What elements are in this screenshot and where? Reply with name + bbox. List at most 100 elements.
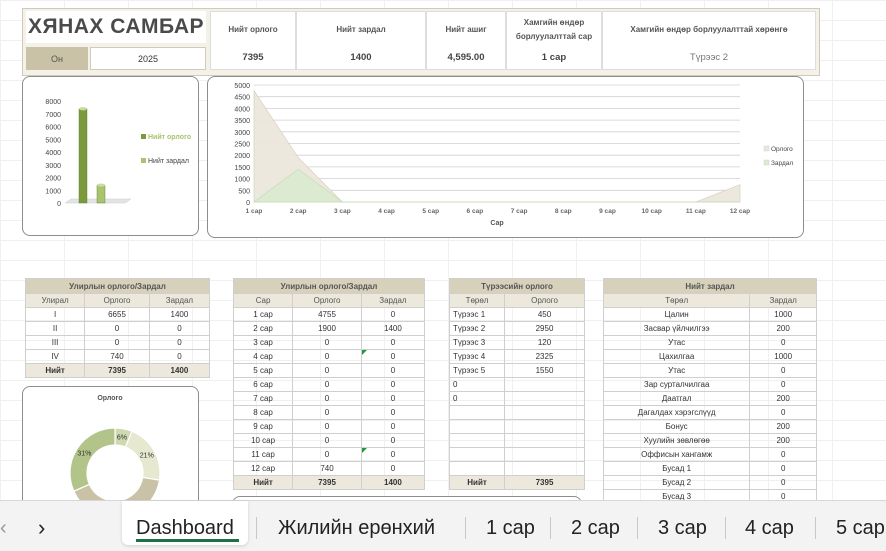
table-cell[interactable]: I — [24, 307, 86, 322]
table-cell[interactable]: Бусад 2 — [602, 475, 751, 490]
table-cell[interactable]: Түрээс 4 — [448, 349, 506, 364]
column-header[interactable]: Төрөл — [448, 293, 506, 308]
table-cell[interactable] — [448, 405, 506, 420]
table-cell[interactable]: 0 — [148, 335, 211, 350]
total-cell[interactable]: 1400 — [148, 363, 211, 378]
table-cell[interactable] — [504, 433, 585, 448]
table-cell[interactable]: 0 — [292, 363, 362, 378]
table-cell[interactable]: 0 — [749, 363, 817, 378]
tab-dashboard[interactable]: Dashboard — [136, 517, 234, 539]
table-cell[interactable]: 5 сар — [232, 363, 294, 378]
table-cell[interactable]: 0 — [360, 391, 426, 406]
table-cell[interactable]: 0 — [749, 475, 817, 490]
table-cell[interactable] — [448, 461, 506, 476]
table-cell[interactable] — [448, 419, 506, 434]
total-cell[interactable]: Нийт — [232, 475, 294, 490]
total-cell[interactable]: 7395 — [292, 475, 362, 490]
table-cell[interactable]: 0 — [749, 447, 817, 462]
column-header[interactable]: Сар — [232, 293, 294, 308]
table-cell[interactable] — [504, 419, 585, 434]
table-cell[interactable]: Даатгал — [602, 391, 751, 406]
table-cell[interactable]: 0 — [360, 447, 426, 462]
column-header[interactable]: Орлого — [292, 293, 362, 308]
table-cell[interactable]: 0 — [360, 349, 426, 364]
table-cell[interactable]: 0 — [360, 405, 426, 420]
table-cell[interactable]: Утас — [602, 335, 751, 350]
table-cell[interactable]: 1 сар — [232, 307, 294, 322]
column-header[interactable]: Зардал — [749, 293, 817, 308]
table-cell[interactable]: 0 — [292, 405, 362, 420]
table-cell[interactable]: Оффисын хангамж — [602, 447, 751, 462]
table-cell[interactable]: 0 — [292, 391, 362, 406]
table-cell[interactable]: 3 сар — [232, 335, 294, 350]
table-cell[interactable]: 4755 — [292, 307, 362, 322]
table-cell[interactable]: 0 — [360, 419, 426, 434]
table-cell[interactable]: 450 — [504, 307, 585, 322]
table-cell[interactable]: 0 — [448, 391, 506, 406]
tab-yearly-overview[interactable]: Жилийн ерөнхий — [278, 517, 436, 539]
table-cell[interactable]: 1400 — [360, 321, 426, 336]
table-cell[interactable] — [504, 405, 585, 420]
table-cell[interactable]: Бусад 1 — [602, 461, 751, 476]
table-cell[interactable]: 0 — [749, 461, 817, 476]
table-cell[interactable]: II — [24, 321, 86, 336]
table-cell[interactable]: 1550 — [504, 363, 585, 378]
table-cell[interactable]: 2 сар — [232, 321, 294, 336]
tab-month-1[interactable]: 1 сар — [486, 517, 535, 539]
table-cell[interactable]: 120 — [504, 335, 585, 350]
table-cell[interactable]: Дагалдах хэрэгслүүд — [602, 405, 751, 420]
table-cell[interactable]: Түрээс 5 — [448, 363, 506, 378]
table-cell[interactable]: 0 — [148, 349, 211, 364]
tab-month-3[interactable]: 3 сар — [658, 517, 707, 539]
table-cell[interactable] — [448, 433, 506, 448]
next-sheet-button[interactable]: › — [38, 515, 46, 540]
tab-month-4[interactable]: 4 сар — [745, 517, 794, 539]
table-cell[interactable]: 0 — [749, 405, 817, 420]
table-caption[interactable]: Улирлын орлого/Зардал — [233, 278, 425, 294]
total-cell[interactable]: Нийт — [24, 363, 86, 378]
table-caption[interactable]: Улирлын орлого/Зардал — [25, 278, 210, 294]
table-cell[interactable]: III — [24, 335, 86, 350]
table-cell[interactable]: Засвар үйлчилгээ — [602, 321, 751, 336]
total-cell[interactable]: 7395 — [84, 363, 150, 378]
table-cell[interactable]: 9 сар — [232, 419, 294, 434]
table-cell[interactable]: 0 — [360, 461, 426, 476]
table-cell[interactable]: Хуулийн зөвлөгөө — [602, 433, 751, 448]
table-cell[interactable]: 200 — [749, 433, 817, 448]
column-header[interactable]: Төрөл — [602, 293, 751, 308]
table-cell[interactable]: 0 — [360, 307, 426, 322]
table-cell[interactable]: Цахилгаа — [602, 349, 751, 364]
table-cell[interactable]: 0 — [360, 335, 426, 350]
table-cell[interactable] — [504, 447, 585, 462]
table-cell[interactable]: 4 сар — [232, 349, 294, 364]
table-cell[interactable]: 0 — [292, 349, 362, 364]
table-cell[interactable]: 0 — [292, 433, 362, 448]
table-cell[interactable]: IV — [24, 349, 86, 364]
table-cell[interactable] — [504, 377, 585, 392]
table-cell[interactable]: 0 — [292, 377, 362, 392]
table-cell[interactable]: 0 — [749, 335, 817, 350]
table-caption[interactable]: Нийт зардал — [603, 278, 817, 294]
table-cell[interactable]: 7 сар — [232, 391, 294, 406]
column-header[interactable]: Орлого — [504, 293, 585, 308]
table-cell[interactable] — [448, 447, 506, 462]
table-cell[interactable]: Зар сурталчилгаа — [602, 377, 751, 392]
column-header[interactable]: Зардал — [360, 293, 426, 308]
table-cell[interactable]: 740 — [292, 461, 362, 476]
bar-chart-panel[interactable]: 0 1000 2000 3000 4000 5000 6000 7000 8000 Нийт ор… — [22, 76, 199, 236]
tab-month-2[interactable]: 2 сар — [571, 517, 620, 539]
table-cell[interactable]: 0 — [360, 363, 426, 378]
table-cell[interactable]: 0 — [360, 377, 426, 392]
table-cell[interactable]: 12 сар — [232, 461, 294, 476]
table-cell[interactable]: 2950 — [504, 321, 585, 336]
table-cell[interactable]: Түрээс 2 — [448, 321, 506, 336]
table-cell[interactable]: Түрээс 1 — [448, 307, 506, 322]
table-cell[interactable]: 0 — [148, 321, 211, 336]
table-cell[interactable] — [504, 391, 585, 406]
table-cell[interactable]: 200 — [749, 321, 817, 336]
table-caption[interactable]: Түрээсийн орлого — [449, 278, 585, 294]
scroll-left-edge[interactable]: ‹ — [0, 517, 7, 539]
table-cell[interactable]: Цалин — [602, 307, 751, 322]
table-cell[interactable]: 1900 — [292, 321, 362, 336]
